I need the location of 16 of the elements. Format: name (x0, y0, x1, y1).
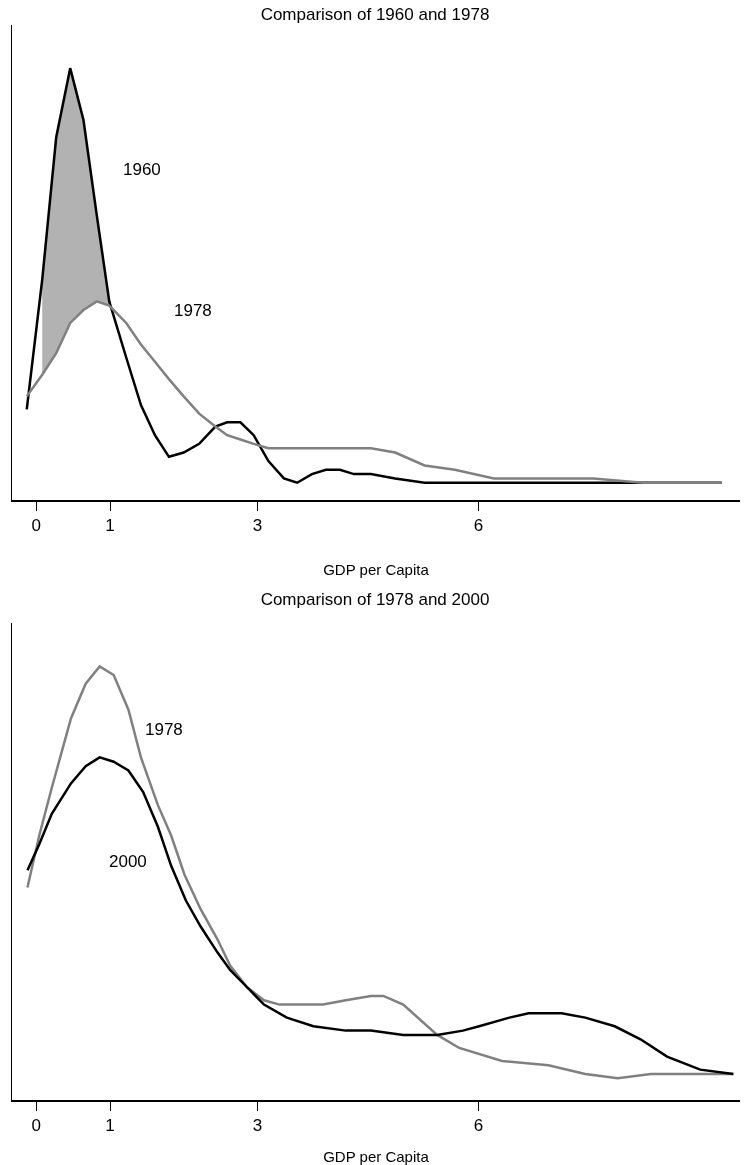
series-label: 1960 (123, 160, 161, 179)
x-tick-label: 0 (31, 515, 42, 535)
x-axis-title: GDP per Capita (323, 560, 430, 578)
chart-title: Comparison of 1960 and 1978 (260, 4, 490, 24)
x-tick-label: 3 (252, 515, 263, 535)
x-axis-title: GDP per Capita (323, 1148, 430, 1165)
x-tick-label: 1 (105, 515, 115, 535)
x-tick-label: 6 (473, 1115, 484, 1135)
series-label: 1978 (145, 720, 183, 739)
x-tick-label: 3 (252, 1115, 263, 1135)
x-tick-label: 0 (31, 1115, 42, 1135)
series-label: 2000 (109, 852, 147, 871)
chart-title: Comparison of 1978 and 2000 (260, 589, 490, 609)
x-tick-label: 1 (105, 1115, 115, 1135)
text: 1978 (174, 301, 212, 320)
x-tick-label: 6 (473, 515, 484, 535)
